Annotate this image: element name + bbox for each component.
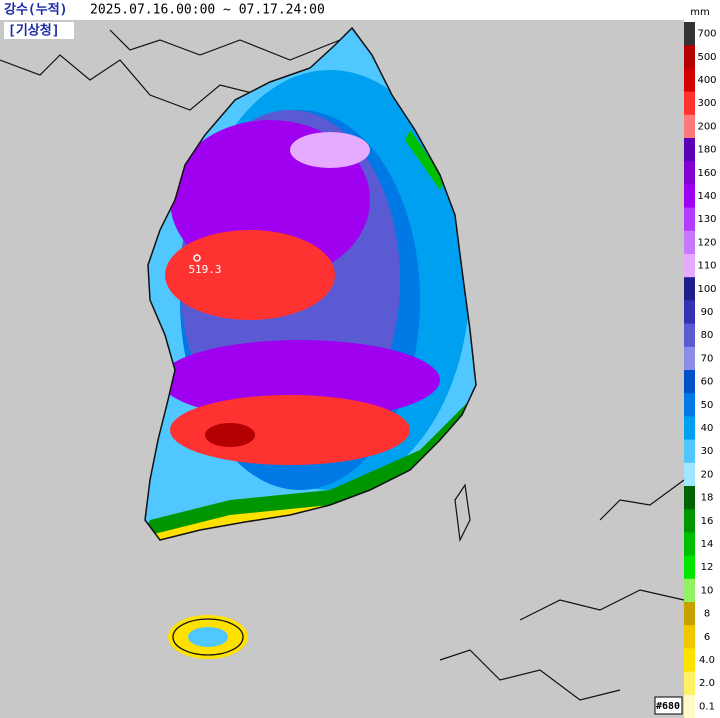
legend-swatch [684,22,695,46]
legend-label: 30 [701,446,714,457]
legend-swatch [684,416,695,441]
legend-label: 20 [701,469,714,480]
jeju-coast [172,618,244,656]
legend-swatch [684,323,695,348]
legend-swatch [684,114,695,139]
agency: [기상청] [8,23,60,39]
frame-box [654,696,683,715]
legend-swatch [684,161,695,185]
legend-swatch [684,602,695,626]
legend-label: 12 [701,562,714,573]
legend-label: 60 [701,377,714,388]
legend-swatch [684,277,695,301]
legend-swatch [684,555,695,580]
legend-swatch [684,300,695,325]
legend-swatch [684,254,695,278]
legend-label: 200 [697,121,716,132]
legend-label: 100 [697,284,716,295]
legend-label: 400 [697,75,716,86]
legend-label: 18 [701,493,714,504]
legend: 7005004003002001801601401301201101009080… [684,22,717,718]
legend-label: 4.0 [699,655,715,666]
agency-box [4,22,74,39]
legend-label: 8 [704,609,710,620]
legend-swatch [684,648,695,673]
legend-label: 16 [701,516,714,527]
title: 강수(누적) [4,2,68,18]
legend-swatch [684,184,695,209]
legend-label: 110 [697,261,716,272]
legend-swatch [684,578,695,603]
legend-label: 40 [701,423,714,434]
legend-label: 0.1 [699,701,715,712]
legend-label: 180 [697,145,716,156]
legend-label: 70 [701,353,714,364]
period: 2025.07.16.00:00 ~ 07.17.24:00 [90,3,325,18]
legend-label: 500 [697,52,716,63]
legend-label: 80 [701,330,714,341]
max-value: 519.3 [188,263,221,276]
legend-swatch [684,486,695,510]
legend-swatch [684,68,695,93]
legend-label: 90 [701,307,714,318]
legend-label: 6 [704,632,710,643]
max-marker [193,254,201,262]
legend-swatch [684,509,695,533]
legend-swatch [684,138,695,162]
legend-label: 700 [697,29,716,40]
jeju-rain [188,627,228,647]
legend-swatch [684,462,695,487]
legend-label: 50 [701,400,714,411]
borders [0,29,685,701]
legend-swatch [684,370,695,394]
legend-label: 2.0 [699,678,715,689]
legend-unit: mm [690,7,709,18]
legend-swatch [684,45,695,69]
legend-label: 160 [697,168,716,179]
legend-swatch [684,671,695,696]
coastline [144,26,477,541]
legend-swatch [684,230,695,255]
legend-swatch [684,439,695,464]
legend-label: 140 [697,191,716,202]
legend-swatch [684,694,695,718]
legend-swatch [684,625,695,649]
legend-label: 14 [701,539,714,550]
legend-swatch [684,346,695,371]
legend-swatch [684,532,695,557]
frame-id: #680 [656,701,680,712]
legend-swatch [684,207,695,232]
legend-label: 300 [697,98,716,109]
legend-swatch [684,393,695,417]
legend-swatch [684,91,695,116]
legend-label: 130 [697,214,716,225]
legend-label: 10 [701,585,714,596]
legend-label: 120 [697,237,716,248]
